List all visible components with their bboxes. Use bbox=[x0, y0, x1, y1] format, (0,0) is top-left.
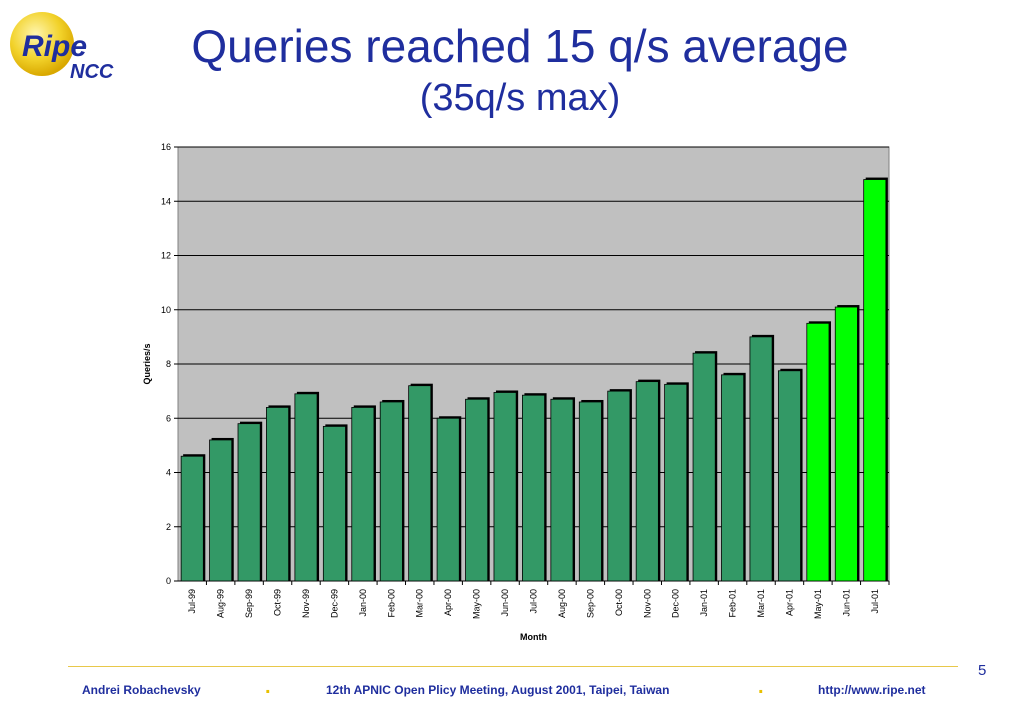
footer-url: http://www.ripe.net bbox=[818, 683, 926, 697]
x-tick-label: Mar-00 bbox=[415, 589, 425, 618]
y-tick-label: 8 bbox=[166, 359, 171, 369]
bar bbox=[806, 322, 830, 582]
bar bbox=[721, 374, 745, 582]
x-tick-label: Dec-99 bbox=[329, 589, 339, 618]
x-tick-label: Mar-01 bbox=[756, 589, 766, 618]
slide-title: Queries reached 15 q/s average (35q/s ma… bbox=[130, 18, 910, 122]
x-tick-label: Jul-01 bbox=[870, 589, 880, 614]
bar bbox=[635, 381, 659, 582]
x-tick-label: Feb-00 bbox=[386, 589, 396, 618]
bar bbox=[237, 423, 261, 582]
x-tick-label: Oct-99 bbox=[273, 589, 283, 616]
x-tick-label: Sep-99 bbox=[244, 589, 254, 618]
x-tick-label: Oct-00 bbox=[614, 589, 624, 616]
y-tick-label: 12 bbox=[161, 251, 171, 261]
bar bbox=[294, 393, 318, 582]
globe-icon bbox=[10, 12, 74, 76]
ripe-ncc-logo: Ripe NCC bbox=[10, 12, 114, 83]
footer-bullet-2: . bbox=[758, 676, 764, 698]
bar bbox=[522, 394, 545, 582]
logo-word: Ripe bbox=[22, 30, 87, 63]
y-tick-label: 4 bbox=[166, 468, 171, 478]
x-tick-label: May-00 bbox=[472, 589, 482, 619]
y-tick-label: 0 bbox=[166, 576, 171, 586]
x-tick-label: Nov-99 bbox=[301, 589, 311, 618]
page-number: 5 bbox=[978, 662, 987, 679]
bar bbox=[351, 406, 375, 582]
x-axis-label: Month bbox=[520, 632, 547, 642]
y-tick-label: 14 bbox=[161, 196, 171, 206]
bar bbox=[607, 390, 631, 582]
bar bbox=[408, 385, 432, 582]
bar bbox=[749, 336, 773, 582]
bar bbox=[863, 179, 887, 582]
footer-bullet-1: . bbox=[265, 676, 271, 698]
x-tick-label: Jul-00 bbox=[529, 589, 539, 614]
x-tick-label: Jun-01 bbox=[841, 589, 851, 617]
bar bbox=[664, 383, 688, 582]
x-tick-label: Sep-00 bbox=[585, 589, 595, 618]
bar bbox=[834, 306, 858, 582]
bar bbox=[379, 401, 403, 582]
title-line-1: Queries reached 15 q/s average bbox=[191, 20, 849, 72]
x-tick-label: Aug-00 bbox=[557, 589, 567, 618]
x-tick-label: Dec-00 bbox=[671, 589, 681, 618]
bar bbox=[436, 417, 460, 582]
bar bbox=[550, 398, 574, 582]
y-tick-label: 16 bbox=[161, 142, 171, 152]
x-tick-label: Feb-01 bbox=[728, 589, 738, 618]
logo-sub: NCC bbox=[70, 61, 114, 83]
x-tick-label: Aug-99 bbox=[216, 589, 226, 618]
y-axis-label: Queries/s bbox=[142, 343, 152, 384]
x-tick-label: May-01 bbox=[813, 589, 823, 619]
x-tick-label: Jan-00 bbox=[358, 589, 368, 617]
x-tick-label: Jun-00 bbox=[500, 589, 510, 617]
bar bbox=[209, 439, 233, 582]
bar bbox=[777, 370, 801, 582]
x-tick-label: Nov-00 bbox=[642, 589, 652, 618]
queries-bar-chart: 0 2 4 6 8 10 12 14 16 Jul-99 Aug-99 Sep-99 Oct-99 Nov… bbox=[142, 142, 890, 642]
y-tick-label: 6 bbox=[166, 413, 171, 423]
y-tick-label: 2 bbox=[166, 522, 171, 532]
x-tick-label: Apr-01 bbox=[784, 589, 794, 616]
footer-rule bbox=[68, 666, 958, 667]
y-tick-label: 10 bbox=[161, 305, 171, 315]
bar bbox=[266, 406, 290, 582]
bar bbox=[322, 425, 346, 582]
bar bbox=[578, 401, 602, 582]
x-tick-label: Jan-01 bbox=[699, 589, 709, 617]
bar bbox=[180, 455, 204, 582]
bar bbox=[493, 392, 517, 582]
x-tick-label: Jul-99 bbox=[187, 589, 197, 614]
x-tick-label: Apr-00 bbox=[443, 589, 453, 616]
footer-event: 12th APNIC Open Plicy Meeting, August 20… bbox=[326, 683, 670, 697]
bar bbox=[465, 398, 489, 582]
bar bbox=[692, 352, 716, 582]
title-line-2: (35q/s max) bbox=[419, 77, 621, 119]
footer-author: Andrei Robachevsky bbox=[82, 683, 201, 697]
